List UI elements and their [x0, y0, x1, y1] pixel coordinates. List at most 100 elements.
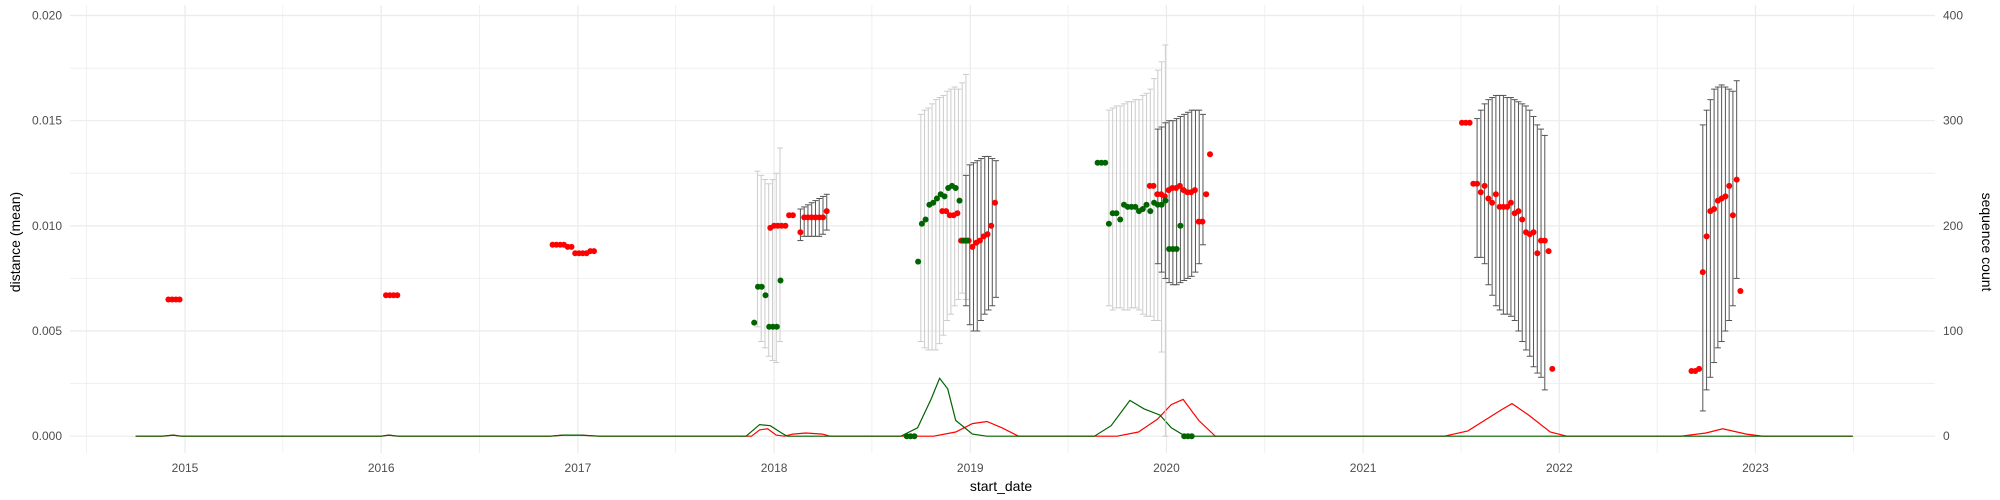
data-point-red: [976, 237, 983, 244]
data-point-red: [1703, 233, 1710, 240]
error-bar: [1714, 86, 1721, 349]
x-tick-label: 2022: [1546, 461, 1573, 475]
error-bar: [1507, 97, 1514, 317]
data-point-green: [933, 195, 940, 202]
data-point-green: [952, 185, 959, 191]
error-bar: [1530, 115, 1537, 368]
data-point-green: [1177, 222, 1184, 229]
data-point-red: [992, 199, 998, 206]
error-bar: [1485, 99, 1492, 286]
y-tick-label: 0.000: [32, 429, 62, 443]
error-bar: [1489, 97, 1496, 296]
error-bar: [1181, 113, 1188, 282]
x-tick-label: 2017: [565, 461, 592, 475]
error-bar: [1117, 105, 1124, 309]
error-bar: [1515, 101, 1522, 332]
error-bar: [1196, 109, 1203, 265]
data-point-red: [789, 212, 796, 219]
data-point-red: [797, 229, 804, 236]
error-bar: [974, 160, 981, 332]
data-point-red: [1176, 182, 1183, 189]
y-tick-label: 0.005: [32, 324, 62, 338]
data-point-red: [1545, 248, 1552, 255]
x-tick-label: 2023: [1742, 461, 1769, 475]
data-point-red: [1549, 365, 1556, 372]
error-bar: [1522, 105, 1529, 351]
data-point-green: [777, 277, 784, 284]
data-point-red: [823, 208, 830, 215]
data-point-red: [969, 243, 976, 250]
data-point-red: [943, 208, 950, 215]
error-bar: [765, 183, 772, 357]
data-point-green: [1162, 197, 1169, 204]
error-bar: [917, 113, 924, 343]
error-bar: [754, 170, 761, 328]
data-point-red: [1699, 269, 1706, 276]
data-point-red: [1203, 191, 1210, 198]
data-point-green: [1158, 201, 1165, 208]
data-point-green: [758, 283, 765, 290]
error-bar: [1184, 111, 1191, 279]
data-point-red: [1474, 180, 1481, 187]
data-point-green: [773, 323, 780, 330]
error-bar: [944, 90, 951, 321]
data-point-green: [1139, 206, 1146, 212]
error-bar: [1477, 109, 1484, 258]
data-point-green: [956, 197, 963, 204]
data-point-red: [1519, 216, 1526, 223]
count-line-red: [135, 398, 1853, 437]
x-tick-label: 2016: [368, 461, 395, 475]
error-bar: [959, 82, 966, 294]
data-point-red: [820, 214, 826, 221]
error-bar: [989, 158, 996, 307]
error-bar: [1109, 107, 1116, 311]
data-point-green: [911, 433, 918, 440]
data-point-red: [568, 243, 575, 250]
y2-tick-label: 100: [1943, 324, 1963, 338]
data-point-green: [1105, 220, 1112, 227]
data-point-green: [751, 319, 758, 326]
error-bar: [1726, 88, 1733, 321]
error-bar: [929, 103, 936, 351]
data-point-green: [762, 292, 769, 299]
data-point-green: [918, 220, 925, 227]
error-bar: [993, 160, 1000, 298]
error-bar: [1511, 99, 1518, 321]
x-tick-label: 2019: [957, 461, 984, 475]
data-point-red: [988, 222, 995, 229]
sequence-count-lines: [135, 377, 1853, 437]
error-bar: [940, 94, 947, 336]
data-point-green: [964, 237, 970, 244]
error-bar: [936, 97, 943, 345]
data-point-green: [915, 258, 922, 265]
error-bar: [1139, 94, 1146, 315]
error-bar: [1718, 84, 1725, 343]
error-bar: [1729, 90, 1736, 307]
data-point-red: [1541, 237, 1548, 244]
data-point-green: [1117, 216, 1124, 223]
data-point-red: [1696, 365, 1703, 372]
error-bar: [1136, 99, 1143, 311]
y2-axis-title: sequence count: [1979, 193, 1995, 292]
error-bar: [932, 99, 939, 351]
error-bar: [1722, 86, 1729, 332]
error-bar: [1199, 113, 1206, 246]
error-bar: [1703, 109, 1710, 391]
data-point-red: [1504, 203, 1511, 210]
y2-tick-label: 300: [1943, 114, 1963, 128]
error-bar: [951, 86, 958, 307]
data-point-green: [1173, 246, 1180, 252]
error-bars: [754, 44, 1740, 437]
data-point-red: [591, 248, 597, 255]
data-point-red: [1466, 119, 1473, 126]
data-point-green: [1147, 208, 1154, 215]
y-tick-label: 0.020: [32, 9, 62, 23]
data-point-red: [1150, 182, 1157, 189]
error-bar: [955, 88, 962, 300]
error-bar: [1173, 118, 1180, 286]
error-bar: [1147, 88, 1154, 317]
error-bar: [761, 179, 768, 349]
error-bar: [1707, 99, 1714, 378]
data-point-red: [1733, 176, 1740, 183]
